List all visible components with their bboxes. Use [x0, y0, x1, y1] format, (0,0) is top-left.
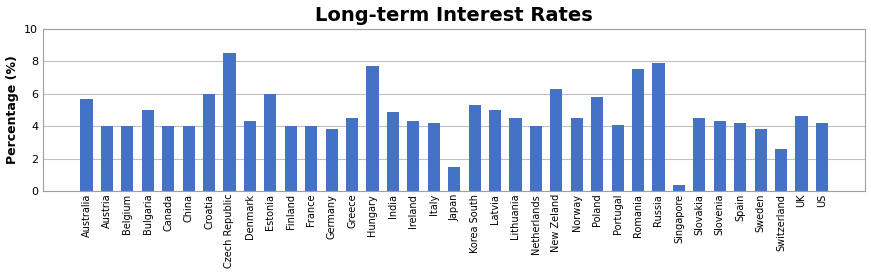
- Bar: [223, 53, 236, 191]
- Title: Long-term Interest Rates: Long-term Interest Rates: [315, 5, 593, 25]
- Bar: [408, 121, 420, 191]
- Bar: [203, 94, 215, 191]
- Bar: [367, 66, 379, 191]
- Bar: [571, 118, 583, 191]
- Bar: [693, 118, 706, 191]
- Bar: [530, 126, 542, 191]
- Bar: [734, 123, 746, 191]
- Bar: [448, 167, 461, 191]
- Y-axis label: Percentage (%): Percentage (%): [5, 56, 18, 164]
- Bar: [183, 126, 195, 191]
- Bar: [305, 126, 317, 191]
- Bar: [162, 126, 174, 191]
- Bar: [632, 69, 645, 191]
- Bar: [591, 97, 604, 191]
- Bar: [142, 110, 154, 191]
- Bar: [489, 110, 501, 191]
- Bar: [121, 126, 133, 191]
- Bar: [672, 185, 685, 191]
- Bar: [428, 123, 440, 191]
- Bar: [611, 125, 624, 191]
- Bar: [469, 105, 481, 191]
- Bar: [387, 112, 399, 191]
- Bar: [775, 149, 787, 191]
- Bar: [264, 94, 276, 191]
- Bar: [346, 118, 358, 191]
- Bar: [244, 121, 256, 191]
- Bar: [80, 99, 92, 191]
- Bar: [285, 126, 297, 191]
- Bar: [713, 121, 726, 191]
- Bar: [816, 123, 828, 191]
- Bar: [795, 116, 807, 191]
- Bar: [326, 129, 338, 191]
- Bar: [754, 129, 766, 191]
- Bar: [652, 63, 665, 191]
- Bar: [550, 89, 563, 191]
- Bar: [510, 118, 522, 191]
- Bar: [101, 126, 113, 191]
